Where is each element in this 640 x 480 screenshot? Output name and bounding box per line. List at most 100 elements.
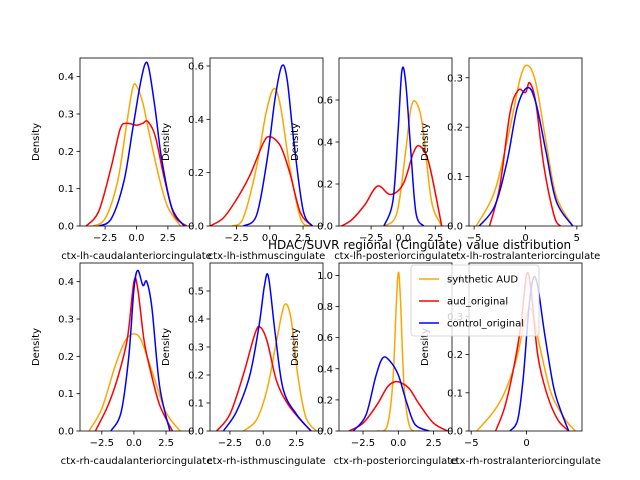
y-axis-label: Density [420, 123, 431, 161]
legend-box [410, 264, 540, 337]
y-tick-label: 0.0 [447, 222, 463, 233]
y-axis-label: Density [161, 123, 172, 161]
series-line-synthetic-aud [383, 99, 443, 226]
y-tick-label: 0.4 [317, 364, 333, 375]
x-tick-label: 2.5 [427, 233, 443, 244]
x-tick-label: −2.5 [359, 233, 383, 244]
series-line-control-original [352, 356, 430, 431]
x-tick-label: −5 [467, 233, 482, 244]
y-tick-label: 1.0 [317, 271, 333, 282]
axes-frame [338, 262, 453, 432]
y-tick-label: 0.1 [188, 399, 204, 410]
series-line-aud-original [210, 135, 313, 226]
subplot-1: −2.5 0.0 2.5 0.0 0.1 0.2 0.3 0.4 ctx-lh-caudalan… [31, 57, 212, 262]
series-line-control-original [98, 61, 185, 226]
series-group [348, 271, 449, 431]
legend-label: aud_original [447, 297, 508, 308]
y-axis-label: Density [420, 328, 431, 366]
subplot-6: −2.5 0.0 2.5 0.0 0.1 0.2 0.3 0.4 0.5 ctx-rh-isthm… [161, 262, 326, 467]
y-tick-label: 0.0 [188, 222, 204, 233]
x-axis-label: ctx-rh-posteriorcingulate [334, 456, 458, 467]
x-axis-label: ctx-lh-isthmuscingulate [208, 251, 326, 262]
x-tick-label: −2.5 [90, 438, 114, 449]
axes-frame [468, 57, 583, 227]
x-tick-label: −2.5 [218, 438, 242, 449]
y-tick-label: 0.2 [58, 352, 74, 363]
series-line-aud-original [341, 144, 443, 226]
y-tick-label: 0.4 [58, 72, 74, 83]
x-tick-label: 0 [522, 233, 528, 244]
x-tick-label: −2.5 [351, 438, 375, 449]
y-tick-label: 0.6 [317, 96, 333, 107]
series-line-aud-original [488, 81, 562, 226]
y-axis-label: Density [31, 123, 42, 161]
subplot-4: −5 0 5 0.0 0.1 0.2 0.3 ctx-lh-rostralanteriorci… [420, 57, 600, 262]
subplot-2: −2.5 0.0 2.5 0.0 0.2 0.4 0.6 ctx-lh-isthmuscing… [161, 57, 326, 262]
y-tick-label: 0.4 [188, 115, 204, 126]
y-tick-label: 0.2 [58, 147, 74, 158]
series-line-synthetic-aud [376, 271, 420, 431]
y-tick-label: 0.2 [447, 123, 463, 134]
y-tick-label: 0.2 [317, 395, 333, 406]
series-line-aud-original [216, 325, 312, 431]
x-tick-label: 2.5 [158, 438, 174, 449]
subplot-3: −2.5 0.0 2.5 0.0 0.2 0.4 0.6 ctx-lh-posteriorci… [290, 57, 457, 262]
series-line-synthetic-aud [475, 64, 574, 226]
y-axis-label: Density [290, 123, 301, 161]
x-tick-label: 0.0 [126, 438, 142, 449]
y-tick-label: 0.2 [188, 371, 204, 382]
series-line-control-original [478, 86, 574, 226]
x-tick-label: 2.5 [426, 438, 442, 449]
legend-label: synthetic AUD [447, 275, 518, 286]
x-tick-label: 0.0 [262, 233, 278, 244]
series-line-control-original [110, 269, 171, 431]
y-tick-label: 0.3 [58, 315, 74, 326]
y-axis-label: Density [31, 328, 42, 366]
y-tick-label: 0.2 [447, 350, 463, 361]
legend-label: control_original [447, 319, 524, 330]
y-tick-label: 0.3 [188, 343, 204, 354]
y-tick-label: 0.0 [58, 222, 74, 233]
x-tick-label: 2.5 [288, 438, 304, 449]
y-tick-label: 0.6 [317, 333, 333, 344]
x-tick-label: −5 [464, 438, 479, 449]
x-tick-label: 2.5 [295, 233, 311, 244]
x-axis-label: ctx-rh-caudalanteriorcingulate [61, 456, 213, 467]
axes-frame [209, 262, 324, 432]
x-tick-label: 0.0 [390, 438, 406, 449]
x-tick-label: 0 [523, 438, 529, 449]
y-tick-label: 0.8 [317, 302, 333, 313]
figure-title: HDAC/SUVR regional (Cingulate) value dis… [268, 238, 571, 252]
y-tick-label: 0.0 [317, 427, 333, 438]
y-tick-label: 0.0 [317, 222, 333, 233]
series-group [210, 64, 314, 226]
x-tick-label: 0.0 [255, 438, 271, 449]
y-tick-label: 0.0 [58, 427, 74, 438]
series-group [475, 64, 574, 226]
y-tick-label: 0.3 [58, 110, 74, 121]
x-axis-label: ctx-rh-isthmuscingulate [207, 456, 326, 467]
y-tick-label: 0.3 [447, 73, 463, 84]
x-tick-label: 2.5 [160, 233, 176, 244]
series-line-synthetic-aud [242, 303, 317, 431]
y-tick-label: 0.4 [58, 277, 74, 288]
series-line-synthetic-aud [92, 82, 182, 226]
x-axis-label: ctx-lh-caudalanteriorcingulate [61, 251, 212, 262]
x-tick-label: −2.5 [224, 233, 248, 244]
subplot-grid: −2.5 0.0 2.5 0.0 0.1 0.2 0.3 0.4 ctx-lh-caudalan… [31, 57, 601, 467]
y-tick-label: 0.4 [317, 138, 333, 149]
axes-frame [79, 57, 194, 227]
axes-frame [209, 57, 324, 227]
x-tick-label: 0.0 [395, 233, 411, 244]
y-tick-label: 0.1 [447, 388, 463, 399]
y-tick-label: 0.2 [317, 180, 333, 191]
y-tick-label: 0.4 [188, 315, 204, 326]
y-tick-label: 0.1 [58, 184, 74, 195]
x-tick-label: 0.0 [129, 233, 145, 244]
series-group [88, 269, 181, 431]
x-tick-label: 5 [574, 233, 580, 244]
y-axis-label: Density [161, 328, 172, 366]
subplot-7: −2.5 0.0 2.5 0.0 0.2 0.4 0.6 0.8 1.0 ctx-rh-poste… [290, 262, 458, 467]
axes-frame [338, 57, 453, 227]
